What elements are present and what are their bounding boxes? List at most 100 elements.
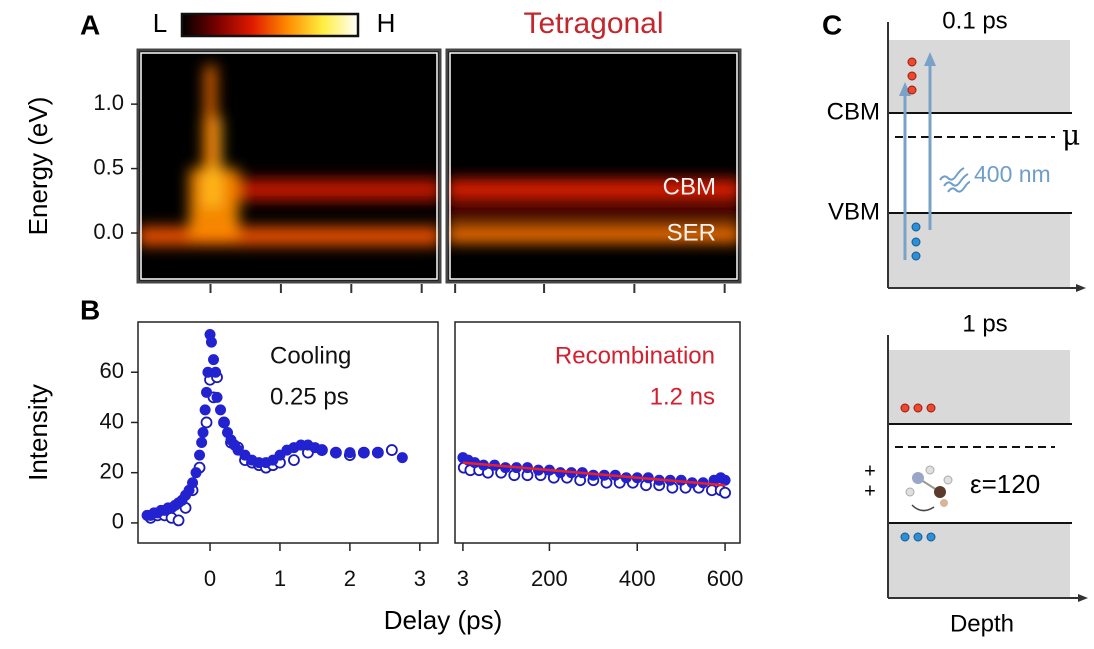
x-tick-label: 0: [204, 566, 216, 591]
heatmap: [447, 178, 740, 244]
data-point: [201, 386, 213, 398]
frame: [445, 48, 742, 284]
y-tick-label: 60: [100, 358, 124, 383]
data-point: [187, 477, 199, 489]
chart-title: Tetragonal: [523, 7, 663, 40]
band-fill: [888, 350, 1070, 424]
frame-inner: [449, 52, 738, 280]
electrons: [907, 57, 917, 95]
data-point: [344, 447, 356, 459]
heatmap-background: [447, 50, 740, 282]
data-point: [719, 486, 731, 499]
x-tick-label: 400: [619, 566, 656, 591]
data-point: [396, 452, 408, 464]
y-tick-label: 20: [100, 458, 124, 483]
arrowhead: [1078, 594, 1088, 602]
band-diagram-top: 0.1 ps CBM VBM μ 400 nm: [827, 7, 1086, 292]
y-tick-label: 0.5: [93, 154, 124, 179]
y-axis-label: Intensity: [23, 384, 53, 481]
data-point: [330, 447, 342, 459]
frame-inner: [140, 52, 438, 280]
electrons: [900, 403, 936, 413]
x-axis-label: Delay (ps): [384, 605, 502, 635]
band-diagram-bottom: 1 ps + + ε=120 Depth: [864, 310, 1088, 637]
annotation: CBM: [663, 173, 716, 200]
annotation: SER: [667, 220, 716, 247]
heatmap-clip: [447, 178, 740, 244]
frame: [136, 48, 442, 284]
data-point: [172, 514, 185, 527]
data-point: [385, 444, 398, 456]
data-point: [288, 454, 300, 467]
charge: +: [864, 460, 876, 482]
y-tick-label: 40: [100, 408, 124, 433]
data-point: [199, 404, 211, 416]
heatmap: [138, 65, 440, 246]
holes: [900, 532, 936, 542]
fit-line: [462, 461, 726, 487]
colorbar-high: H: [377, 8, 396, 38]
colorbar: [180, 12, 360, 38]
x-tick-label: 1: [274, 566, 286, 591]
heatmap-cell: [447, 207, 740, 221]
data-point: [372, 447, 384, 459]
data-point: [197, 427, 209, 438]
panel-label: C: [822, 9, 842, 40]
data-point: [218, 416, 230, 428]
panel-label: A: [80, 9, 100, 40]
data-point: [194, 449, 206, 461]
frame: [137, 321, 439, 544]
data-point: [554, 467, 566, 479]
data-point: [210, 366, 222, 378]
data-point: [208, 354, 220, 366]
x-tick-label: 3: [414, 566, 426, 591]
charge: +: [864, 480, 876, 502]
frame: [454, 321, 741, 544]
heatmap-cell: [447, 178, 740, 201]
y-axis-label: Energy (eV): [23, 97, 53, 236]
y-tick-label: 0: [112, 509, 124, 534]
annotation: Cooling: [270, 342, 351, 369]
mu-label: μ: [1062, 119, 1080, 152]
heatmap-cell: [447, 225, 740, 244]
annotation: 1.2 ns: [650, 383, 715, 410]
heatmap-cell: [231, 178, 440, 201]
heatmap-cell: [204, 65, 217, 169]
holes: [911, 222, 921, 261]
data-point: [215, 404, 227, 416]
photon-icon: [939, 167, 971, 193]
dielectric-label: ε=120: [970, 469, 1040, 499]
vbm-label: VBM: [828, 198, 880, 225]
heatmap-background: [138, 50, 440, 282]
time-label: 0.1 ps: [942, 7, 1007, 34]
heatmap-cell: [138, 226, 440, 246]
x-tick-label: 2: [344, 566, 356, 591]
y-tick-label: 1.0: [93, 90, 124, 115]
x-tick-label: 600: [707, 566, 744, 591]
data-point: [316, 444, 328, 456]
annotation: Recombination: [555, 342, 715, 369]
colorbar-low: L: [153, 8, 167, 38]
data-point: [205, 336, 217, 348]
data-point: [211, 391, 223, 403]
data-point: [190, 467, 202, 479]
annotation: 0.25 ps: [270, 383, 349, 410]
pump-label: 400 nm: [974, 161, 1051, 187]
data-point: [200, 416, 213, 429]
x-tick-label: 200: [531, 566, 568, 591]
band-fill: [888, 40, 1070, 113]
heatmap-clip: [138, 65, 440, 246]
time-label: 1 ps: [962, 310, 1007, 337]
x-tick-label: 3: [457, 566, 469, 591]
arrowhead: [924, 52, 936, 66]
arrowhead: [1076, 284, 1086, 292]
depth-label: Depth: [950, 610, 1014, 637]
panel-label: B: [80, 294, 100, 325]
arrowhead: [899, 82, 911, 96]
data-point: [358, 447, 370, 459]
data-point: [196, 437, 208, 449]
molecule-icon: [905, 465, 953, 512]
